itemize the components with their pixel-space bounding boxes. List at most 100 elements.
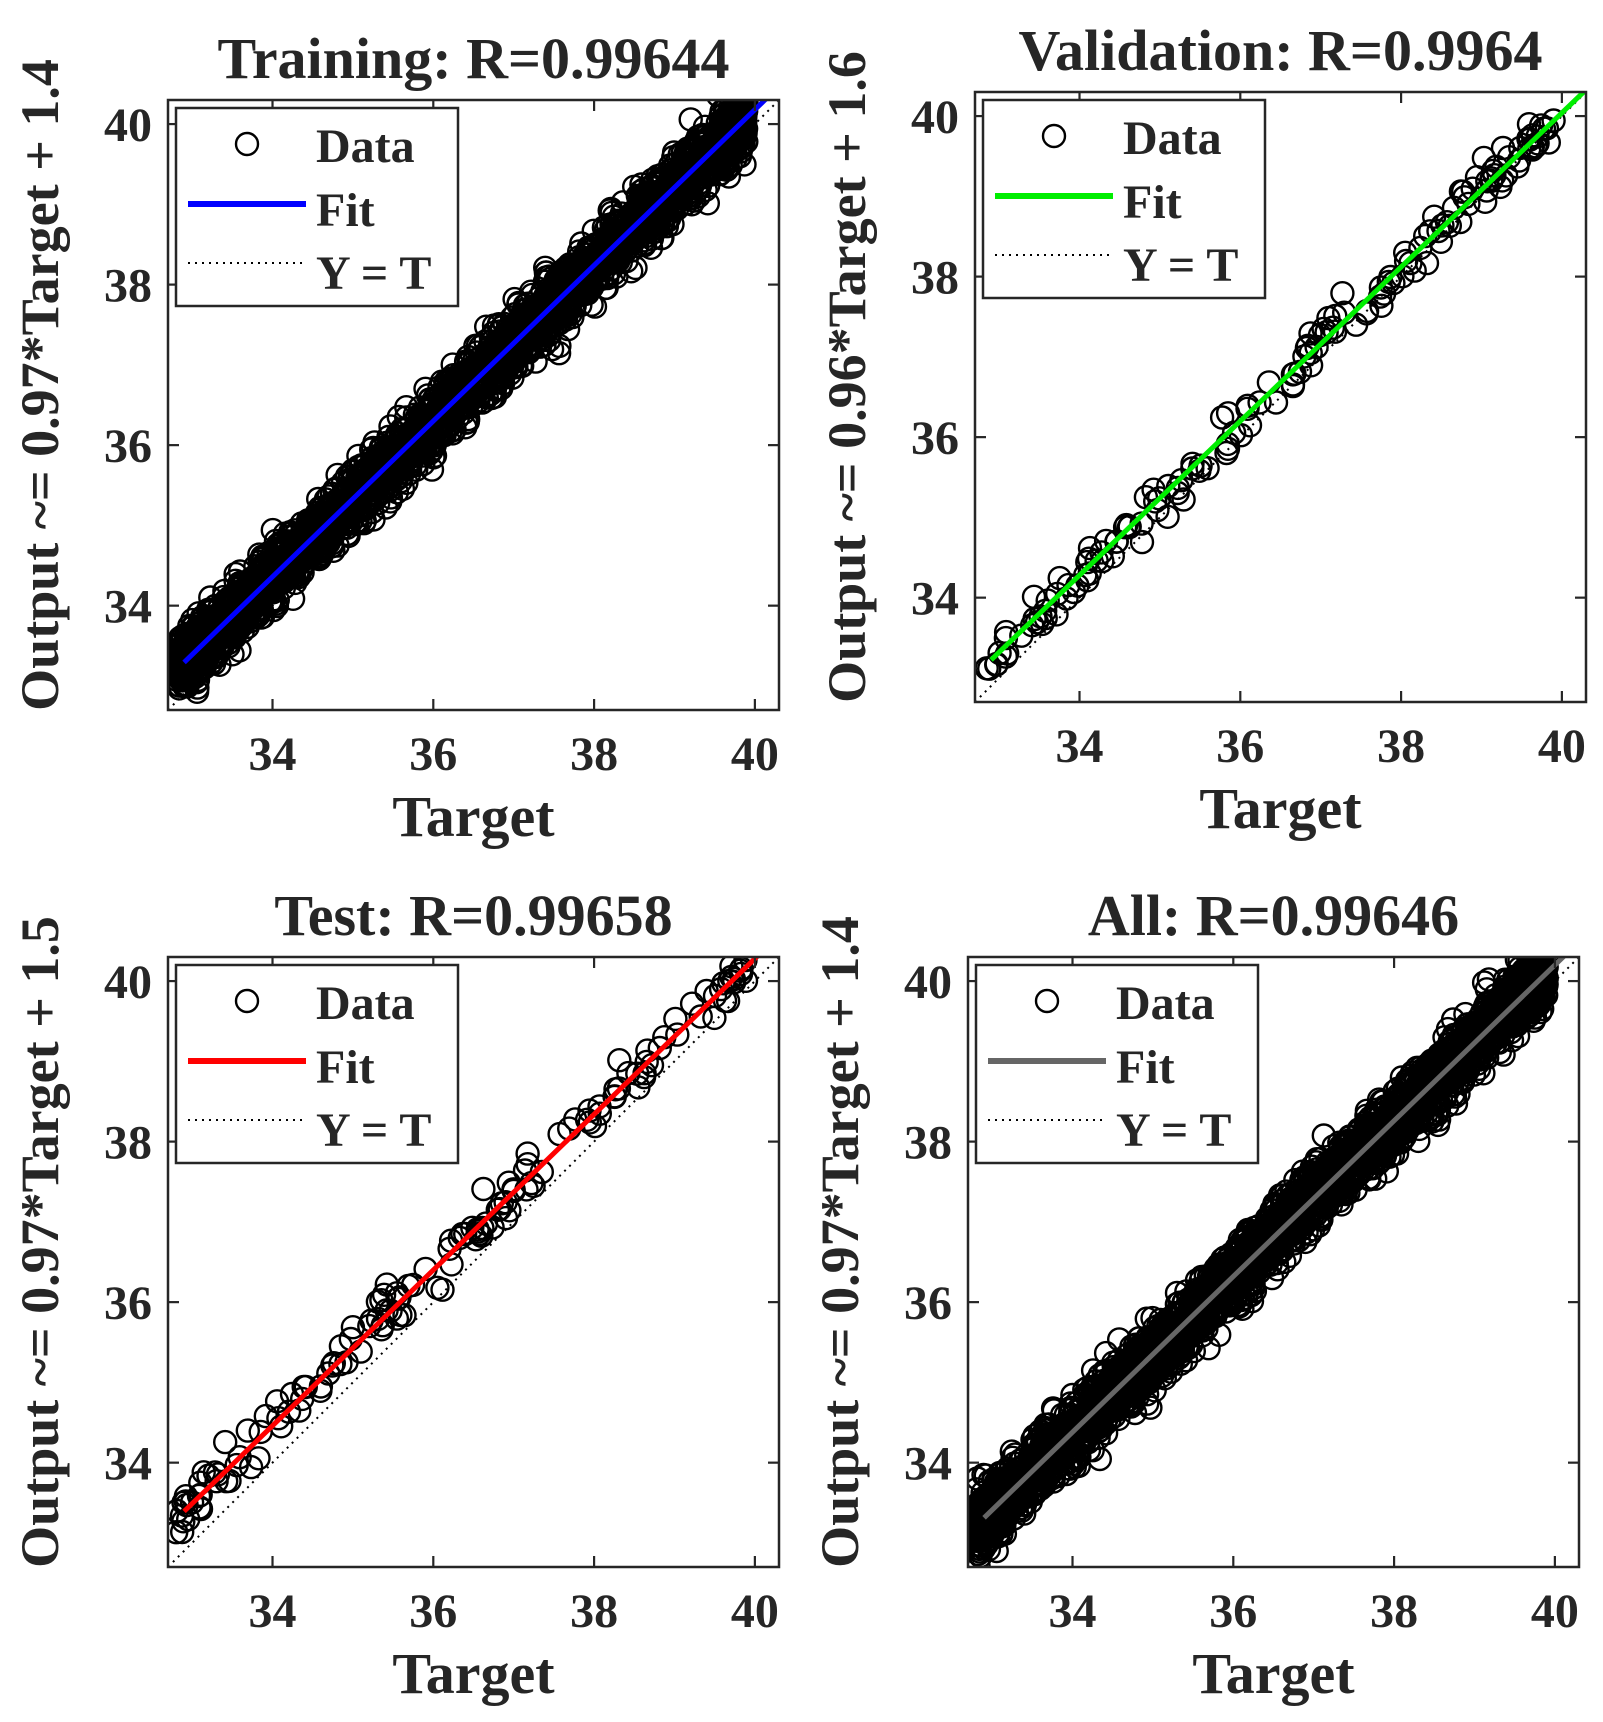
data-point — [660, 194, 685, 219]
data-point — [489, 1191, 514, 1216]
y-tick-label: 36 — [104, 420, 152, 473]
data-point — [679, 136, 704, 161]
data-point — [246, 1446, 271, 1471]
data-point — [1263, 390, 1289, 415]
data-point — [212, 1429, 238, 1455]
plot-contents — [968, 929, 1579, 1567]
data-point — [586, 247, 612, 272]
data-point — [1044, 602, 1069, 627]
data-point — [529, 1159, 554, 1185]
data-point — [469, 390, 495, 415]
data-point — [239, 566, 264, 591]
data-point — [223, 621, 249, 646]
data-point — [179, 1490, 205, 1515]
x-tick-label: 40 — [1538, 720, 1586, 773]
data-point — [603, 1077, 628, 1102]
data-point — [378, 477, 403, 503]
data-point — [463, 333, 488, 358]
data-point — [466, 366, 491, 392]
x-tick-label: 36 — [1216, 720, 1264, 773]
axes-box — [973, 90, 1588, 704]
chart-title: Validation: R=0.9964 — [1019, 18, 1543, 83]
data-point — [1032, 598, 1058, 624]
data-point — [1235, 396, 1260, 421]
y-tick-label: 36 — [911, 412, 959, 465]
data-point — [562, 270, 587, 295]
data-point — [340, 1314, 366, 1340]
chart-title: Test: R=0.99658 — [274, 883, 672, 948]
data-point — [1490, 135, 1516, 161]
data-point — [707, 161, 733, 187]
data-point — [425, 1275, 450, 1301]
data-point — [678, 107, 703, 132]
data-point — [1316, 305, 1341, 331]
data-point — [1156, 473, 1181, 499]
data-point — [1369, 293, 1394, 318]
legend-entry: Fit — [316, 1041, 375, 1094]
y-tick-label: 34 — [911, 573, 959, 626]
data-point — [1330, 281, 1355, 306]
x-tick-label: 40 — [731, 1585, 779, 1638]
data-point — [406, 421, 432, 446]
data-point — [356, 470, 381, 496]
fit-line — [182, 100, 769, 665]
x-tick-label: 38 — [1377, 720, 1425, 773]
legend-entry: Fit — [316, 184, 375, 237]
data-point — [227, 1444, 252, 1470]
data-point — [469, 377, 494, 402]
data-point — [465, 1219, 491, 1244]
data-point — [600, 237, 625, 263]
data-point — [1171, 487, 1196, 512]
data-point — [410, 404, 435, 429]
data-point — [256, 540, 281, 566]
data-point — [1402, 258, 1427, 283]
data-point — [198, 640, 224, 665]
data-point — [169, 1519, 195, 1545]
data-point — [676, 160, 701, 186]
data-point — [506, 290, 531, 316]
data-point — [625, 1061, 650, 1086]
data-point — [665, 1022, 690, 1047]
x-tick-label: 36 — [409, 1585, 457, 1638]
plot-contents — [168, 957, 779, 1567]
y-axis-label: Output ~= 0.96*Target + 1.6 — [817, 51, 877, 703]
data-point — [1214, 440, 1239, 466]
data-point — [735, 58, 757, 80]
data-point — [1322, 319, 1348, 344]
y-tick-label: 40 — [104, 99, 152, 152]
data-point — [502, 346, 527, 371]
data-point — [714, 129, 739, 155]
data-point — [369, 1287, 394, 1313]
data-point — [329, 496, 355, 521]
data-point — [741, 100, 748, 101]
data-point — [663, 1006, 688, 1032]
axes-box — [166, 98, 781, 712]
data-point — [537, 313, 562, 338]
data-point — [360, 488, 385, 514]
data-point — [168, 1520, 189, 1545]
data-point — [1526, 929, 1548, 951]
data-point — [554, 283, 580, 308]
x-axis-label: Target — [392, 1641, 555, 1706]
y-tick-label: 36 — [104, 1277, 152, 1330]
data-point — [630, 187, 656, 212]
data-point — [723, 100, 746, 108]
y-tick-label: 40 — [911, 91, 959, 144]
data-point — [1298, 321, 1323, 346]
legend-entry: Y = T — [316, 247, 431, 300]
y-tick-label: 38 — [104, 260, 152, 313]
axes-box — [166, 955, 781, 1569]
x-tick-label: 36 — [409, 728, 457, 781]
data-point — [1117, 514, 1142, 539]
data-point — [335, 521, 360, 547]
data-point — [1426, 218, 1451, 244]
y-axis-label: Output ~= 0.97*Target + 1.5 — [10, 916, 70, 1568]
plot-contents — [975, 92, 1586, 702]
data-point — [1035, 588, 1060, 613]
data-point — [719, 957, 744, 979]
data-point — [611, 218, 637, 243]
data-point — [328, 1351, 353, 1377]
data-point — [205, 1462, 231, 1487]
